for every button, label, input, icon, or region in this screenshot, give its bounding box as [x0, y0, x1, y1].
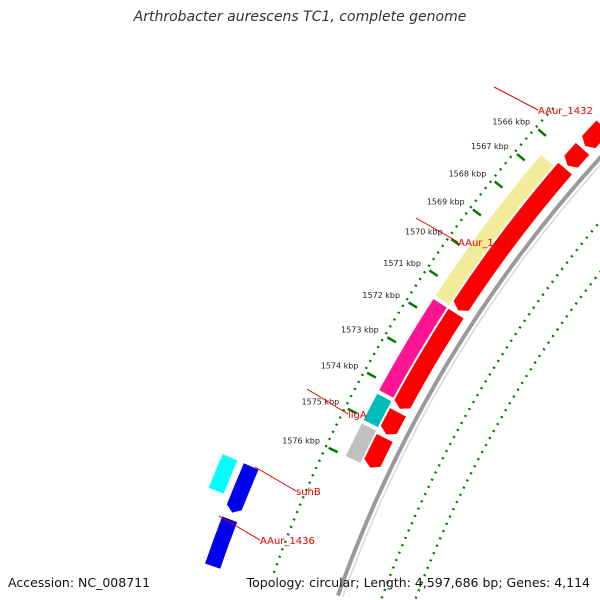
gene-features: [205, 120, 600, 569]
kbp-tick-mark: [493, 180, 504, 189]
gene-label: ligA: [348, 410, 367, 421]
kbp-tick-label: 1571 kbp: [383, 259, 421, 268]
backbone: [336, 154, 600, 598]
gene-reverse-1: [226, 463, 259, 513]
gene-forward-5: [380, 408, 406, 435]
genome-summary-text: Topology: circular; Length: 4,597,686 bp…: [246, 575, 590, 590]
kbp-tick-label: 1566 kbp: [492, 117, 530, 126]
label-leader-line: [306, 388, 349, 415]
gene-label: AAur_1436: [260, 536, 315, 547]
kbp-tick-label: 1572 kbp: [362, 291, 400, 300]
kbp-tick-mark: [407, 301, 418, 309]
gene-forward-1: [582, 120, 600, 149]
kbp-tick-label: 1568 kbp: [449, 170, 487, 179]
backbone-line-2: [341, 164, 600, 598]
kbp-tick-mark: [428, 269, 439, 278]
gene-forward-2: [564, 142, 590, 168]
kbp-tick-label: 1567 kbp: [471, 142, 509, 151]
dotted-ruler-3: [379, 219, 600, 600]
kbp-tick-label: 1576 kbp: [282, 437, 320, 446]
gene-forward-4: [394, 308, 464, 409]
kbp-tick-mark: [366, 371, 377, 379]
kbp-tick-mark: [537, 128, 547, 137]
dotted-rulers: [272, 107, 600, 600]
kbp-tick-label: 1574 kbp: [321, 361, 359, 370]
label-leader-line: [415, 217, 459, 243]
kbp-ticks: 1566 kbp 1567 kbp 1568 kbp 1569 kbp 1570 kbp…: [282, 117, 547, 454]
dotted-ruler-2: [413, 270, 600, 600]
gene-suhb: [363, 393, 392, 428]
map-title: Arthrobacter aurescens TC1, complete gen…: [133, 9, 467, 25]
kbp-tick-label: 1573 kbp: [341, 326, 379, 335]
label-leader-line: [493, 86, 539, 111]
label-leader-line: [218, 515, 261, 541]
gene-labels: AAur_1432 AAur_1433 ligA suhB AAur_1436: [218, 86, 593, 547]
kbp-tick-mark: [516, 153, 526, 162]
gene-label: AAur_1432: [538, 106, 593, 117]
kbp-tick-label: 1570 kbp: [405, 227, 443, 236]
gene-liga: [379, 298, 447, 398]
kbp-tick-mark: [450, 238, 461, 246]
dotted-ruler-1: [272, 107, 555, 574]
gene-forward-6: [364, 433, 393, 468]
label-leader-line: [254, 466, 297, 492]
gene-aaur-1436: [345, 423, 377, 463]
accession-text: Accession: NC_008711: [8, 575, 151, 590]
gene-label: AAur_1433: [458, 238, 513, 249]
kbp-tick-mark: [386, 336, 397, 344]
kbp-tick-label: 1575 kbp: [302, 397, 340, 406]
backbone-line-1: [336, 154, 600, 597]
gene-forward-3: [453, 162, 572, 311]
kbp-tick-label: 1569 kbp: [427, 198, 465, 207]
gene-cyan: [208, 454, 238, 494]
kbp-tick-mark: [328, 446, 339, 454]
gene-label: suhB: [296, 487, 321, 498]
kbp-tick-mark: [347, 407, 358, 415]
kbp-tick-mark: [472, 208, 482, 217]
gene-aaur-1433: [435, 155, 554, 305]
gene-reverse-2: [205, 516, 238, 569]
